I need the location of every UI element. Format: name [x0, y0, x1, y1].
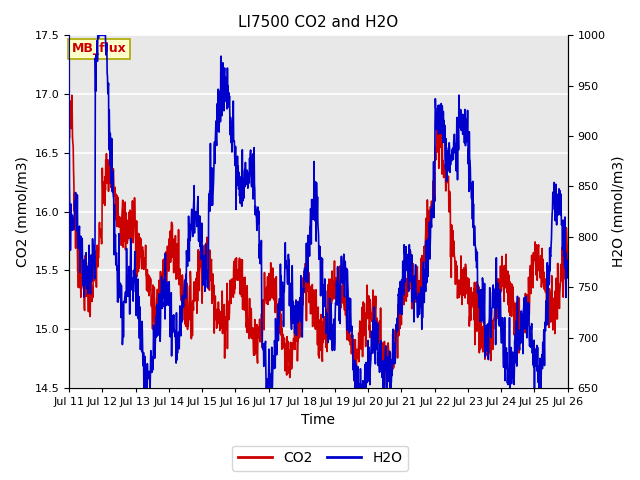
Legend: CO2, H2O: CO2, H2O — [232, 445, 408, 471]
Y-axis label: H2O (mmol/m3): H2O (mmol/m3) — [611, 156, 625, 267]
Title: LI7500 CO2 and H2O: LI7500 CO2 and H2O — [238, 15, 399, 30]
Text: MB_flux: MB_flux — [72, 42, 126, 55]
Y-axis label: CO2 (mmol/m3): CO2 (mmol/m3) — [15, 156, 29, 267]
X-axis label: Time: Time — [301, 413, 335, 427]
